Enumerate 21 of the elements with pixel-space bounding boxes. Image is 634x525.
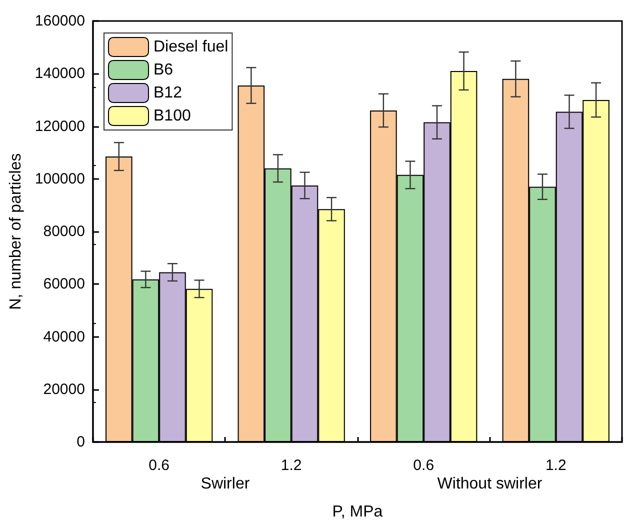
legend-label: B100 — [154, 108, 191, 124]
x-tick-label: 1.2 — [545, 457, 566, 474]
y-tick-label: 0 — [76, 434, 85, 450]
y-tick-label: 60000 — [43, 276, 85, 293]
y-tick-label: 160000 — [34, 12, 85, 30]
legend-label: B6 — [154, 62, 174, 78]
x-tick-label: 1.2 — [280, 457, 302, 474]
y-tick-label: 100000 — [34, 170, 85, 188]
legend-label: B12 — [154, 84, 182, 102]
text: Swirler — [200, 476, 250, 492]
y-tick-label: 120000 — [34, 118, 85, 135]
y-axis-title: N, number of particles — [8, 153, 24, 310]
x-tick-label: 0.6 — [148, 457, 170, 474]
x-tick-label: 0.6 — [413, 457, 434, 474]
y-tick-label: 140000 — [34, 65, 85, 82]
y-tick-label: 80000 — [43, 223, 85, 240]
x-axis-title: P, MPa — [332, 504, 383, 520]
y-tick-label: 20000 — [43, 380, 85, 398]
y-tick-label: 40000 — [43, 328, 85, 346]
legend-label: Diesel fuel — [154, 38, 228, 56]
text: Without swirler — [437, 476, 543, 492]
